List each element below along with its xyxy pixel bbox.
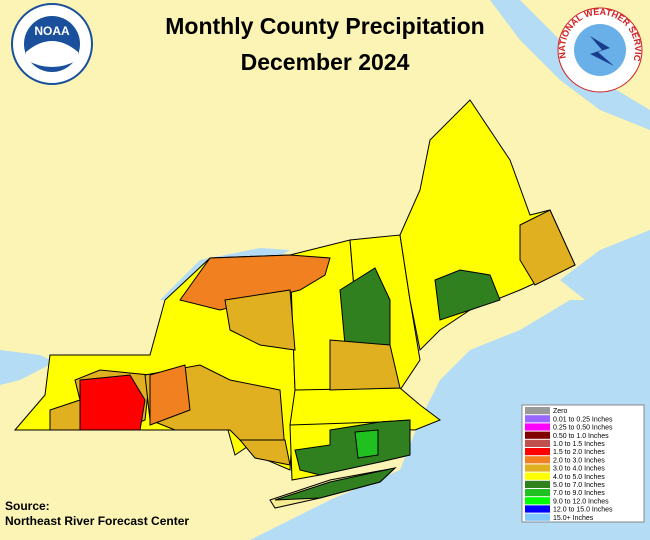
legend-swatch	[525, 415, 550, 423]
legend-label: 5.0 to 7.0 Inches	[553, 482, 605, 489]
legend-swatch	[525, 480, 550, 488]
legend-swatch	[525, 431, 550, 439]
legend-swatch	[525, 513, 550, 521]
county-group	[434, 269, 501, 321]
legend-label: 1.5 to 2.0 Inches	[553, 449, 605, 456]
legend-label: 12.0 to 15.0 Inches	[553, 507, 613, 514]
county-group	[294, 419, 411, 476]
legend-swatch	[525, 439, 550, 447]
county-group	[519, 209, 576, 286]
legend-label: 0.50 to 1.0 Inches	[553, 433, 609, 440]
county-group	[238, 439, 291, 466]
legend-swatch	[525, 489, 550, 497]
subtitle: December 2024	[241, 49, 410, 75]
county-group	[149, 364, 191, 426]
county-shading	[49, 209, 576, 501]
county-group	[354, 429, 379, 459]
legend-label: 15.0+ Inches	[553, 515, 594, 522]
legend-swatch	[525, 505, 550, 513]
legend-label: 9.0 to 12.0 Inches	[553, 498, 609, 505]
legend-swatch	[525, 448, 550, 456]
legend-label: Zero	[553, 408, 568, 415]
legend-swatch	[525, 497, 550, 505]
county-group	[224, 289, 296, 351]
legend-label: 0.25 to 0.50 Inches	[553, 425, 613, 432]
source-label: Source:	[5, 499, 50, 513]
noaa-logo: NOAA	[11, 3, 93, 85]
county-group	[339, 267, 391, 346]
county-group	[274, 467, 397, 501]
county-group	[79, 374, 146, 431]
legend-swatch	[525, 472, 550, 480]
legend-label: 0.01 to 0.25 Inches	[553, 416, 613, 423]
legend-label: 4.0 to 5.0 Inches	[553, 474, 605, 481]
legend-swatch	[525, 407, 550, 415]
legend-swatch	[525, 456, 550, 464]
title: Monthly County Precipitation	[165, 13, 484, 39]
legend-label: 7.0 to 9.0 Inches	[553, 490, 605, 497]
county-group	[329, 339, 401, 391]
legend-swatch	[525, 423, 550, 431]
legend-label: 1.0 to 1.5 Inches	[553, 441, 605, 448]
noaa-text: NOAA	[34, 24, 70, 38]
legend-swatch	[525, 464, 550, 472]
legend-label: 2.0 to 3.0 Inches	[553, 457, 605, 464]
source-text: Northeast River Forecast Center	[5, 514, 189, 528]
legend-label: 3.0 to 4.0 Inches	[553, 466, 605, 473]
